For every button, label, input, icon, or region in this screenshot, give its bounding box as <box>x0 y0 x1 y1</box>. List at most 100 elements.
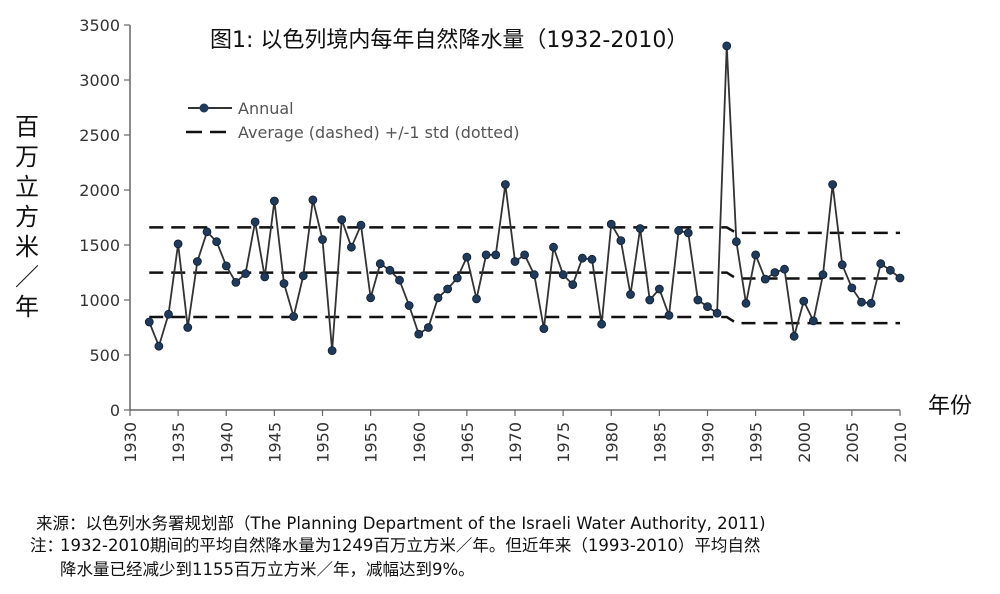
annual-point <box>837 260 847 270</box>
x-tick-label: 1965 <box>458 422 477 463</box>
y-tick-label: 0 <box>110 401 120 420</box>
annual-point <box>289 312 299 321</box>
annual-point <box>645 295 655 305</box>
annual-point <box>385 265 395 275</box>
y-tick-label: 1000 <box>79 291 120 310</box>
legend-sample-average <box>186 130 232 134</box>
annual-point <box>443 284 453 294</box>
annual-point <box>683 228 693 238</box>
annual-point <box>828 180 838 189</box>
annual-series <box>144 41 905 356</box>
annual-point <box>164 309 173 319</box>
annual-point <box>539 324 549 334</box>
y-tick-label: 2000 <box>79 181 120 200</box>
annual-point <box>346 242 356 252</box>
annual-point <box>250 217 260 227</box>
legend-sample-annual <box>188 103 232 113</box>
annual-point <box>414 329 424 339</box>
legend-label-average: Average (dashed) +/-1 std (dotted) <box>238 122 520 142</box>
annual-point <box>568 280 578 290</box>
footnote-line-1: 1932-2010期间的平均自然降水量为1249百万立方米／年。但近年来（199… <box>60 536 761 555</box>
annual-point <box>395 275 404 285</box>
annual-point <box>462 252 472 262</box>
y-tick-label: 2500 <box>79 126 120 145</box>
annual-point <box>703 302 712 312</box>
legend-entry-annual: Annual <box>182 96 519 120</box>
annual-point <box>885 265 895 275</box>
annual-point <box>500 180 510 189</box>
annual-point <box>731 237 741 247</box>
annual-point <box>366 293 376 303</box>
annual-point <box>549 242 558 252</box>
reference-line-1-std <box>149 315 900 325</box>
annual-point <box>472 294 481 304</box>
annual-point <box>269 196 279 206</box>
annual-point <box>626 290 635 299</box>
annual-point <box>520 250 530 260</box>
annual-point <box>192 257 202 266</box>
annual-point <box>664 310 674 320</box>
x-tick-label: 1940 <box>217 422 236 463</box>
x-tick-label: 1990 <box>699 422 718 463</box>
annual-point <box>751 250 761 260</box>
annual-point <box>183 323 193 332</box>
annual-point <box>577 253 587 263</box>
annual-point <box>895 273 905 283</box>
annual-point <box>799 296 809 306</box>
annual-point <box>510 257 520 266</box>
annual-point <box>857 297 866 307</box>
annual-point <box>221 261 231 271</box>
y-tick-label: 3000 <box>79 71 120 90</box>
annual-line <box>148 45 901 351</box>
reference-line-average <box>149 271 900 280</box>
annual-point <box>866 298 876 308</box>
annual-point <box>587 254 597 264</box>
annual-point <box>375 259 385 269</box>
annual-point <box>173 239 183 249</box>
annual-point <box>847 283 857 293</box>
annual-point <box>260 272 270 282</box>
annual-point <box>452 273 462 283</box>
annual-point <box>789 331 799 341</box>
annual-point <box>241 269 250 279</box>
annual-point <box>327 346 337 356</box>
footnote-label: 注： <box>30 536 63 555</box>
annual-point <box>770 268 780 277</box>
x-tick-label: 1945 <box>265 422 284 463</box>
annual-point <box>808 316 818 326</box>
annual-point <box>337 215 347 225</box>
legend: Annual Average (dashed) +/-1 std (dotted… <box>182 96 519 144</box>
y-tick-label: 3500 <box>79 16 120 35</box>
annual-point <box>279 279 289 288</box>
annual-point <box>606 219 616 229</box>
annual-point <box>144 317 154 327</box>
chart-title: 图1: 以色列境内每年自然降水量（1932-2010） <box>210 28 689 53</box>
y-tick-label: 500 <box>89 346 120 365</box>
annual-point <box>308 195 318 205</box>
x-tick-label: 1950 <box>314 422 333 463</box>
annual-point <box>674 226 684 236</box>
legend-label-annual: Annual <box>238 98 294 118</box>
reference-lines <box>149 226 900 325</box>
x-tick-label: 1935 <box>169 422 188 463</box>
annual-point <box>558 270 568 280</box>
annual-point <box>491 250 501 260</box>
annual-point <box>356 220 366 230</box>
annual-point <box>722 41 732 51</box>
legend-entry-average: Average (dashed) +/-1 std (dotted) <box>182 120 519 144</box>
annual-point <box>318 235 327 244</box>
x-axis-label: 年份 <box>928 394 973 419</box>
y-tick-label: 1500 <box>79 236 120 255</box>
annual-point <box>202 227 212 237</box>
x-tick-label: 1985 <box>650 422 669 463</box>
x-tick-label: 2005 <box>843 422 862 463</box>
annual-point <box>818 270 828 280</box>
annual-point <box>741 298 751 308</box>
x-tick-label: 1995 <box>747 422 766 463</box>
annual-point <box>433 293 443 303</box>
annual-point <box>597 319 607 329</box>
annual-point <box>712 308 722 318</box>
x-tick-label: 1930 <box>121 422 140 463</box>
footnote: 注： 1932-2010期间的平均自然降水量为1249百万立方米／年。但近年来（… <box>30 534 761 582</box>
annual-point <box>404 301 414 310</box>
